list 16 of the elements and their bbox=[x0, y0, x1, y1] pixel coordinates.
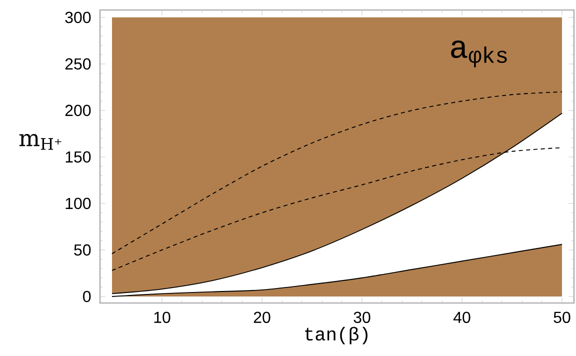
x-tick-label: 20 bbox=[254, 312, 270, 324]
y-tick-label: 250 bbox=[65, 58, 91, 70]
annotation: a$_{φks}$ bbox=[451, 40, 507, 68]
y-axis-title: m$_{H⁺}$ bbox=[19, 134, 62, 150]
x-tick-label: 30 bbox=[354, 312, 370, 324]
x-axis-title: tan(β) bbox=[305, 326, 368, 344]
x-tick-label: 10 bbox=[154, 312, 170, 324]
y-tick-label: 0 bbox=[83, 290, 91, 302]
x-tick-label: 40 bbox=[453, 312, 470, 324]
y-tick-label: 300 bbox=[65, 12, 91, 24]
y-tick-label: 50 bbox=[74, 244, 91, 256]
y-tick-label: 150 bbox=[66, 151, 91, 163]
y-tick-label: 200 bbox=[65, 104, 91, 116]
line-series bbox=[112, 91, 562, 254]
y-tick-label: 100 bbox=[66, 198, 91, 210]
x-tick-label: 50 bbox=[554, 312, 570, 324]
